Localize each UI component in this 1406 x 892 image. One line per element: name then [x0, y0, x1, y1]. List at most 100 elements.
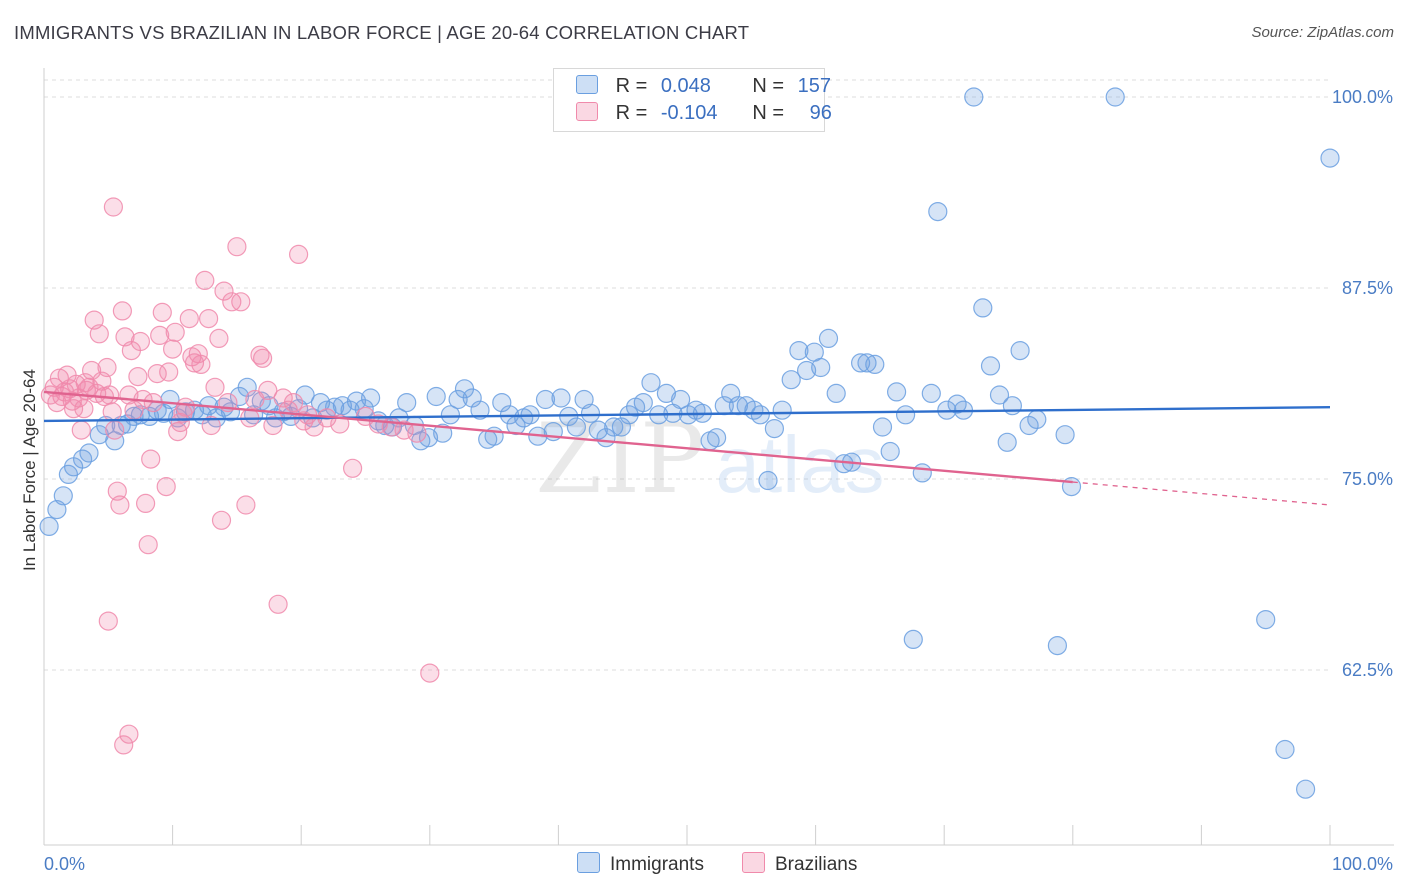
immigrants-point [826, 383, 846, 403]
brazilians-point [102, 402, 122, 422]
brazilians-point [330, 414, 350, 434]
brazilians-point [209, 328, 229, 348]
brazilians-point [114, 735, 134, 755]
legend-item-immigrants[interactable]: Immigrants [577, 852, 704, 876]
immigrants-point [886, 382, 907, 402]
brazilians-point [163, 339, 183, 359]
y-tick-label: 62.5% [1342, 660, 1393, 680]
immigrants-point [928, 202, 948, 222]
immigrants-point [566, 417, 587, 437]
immigrants-point [397, 393, 417, 413]
legend-swatch-immigrants [577, 852, 600, 873]
brazilians-point [110, 495, 130, 515]
brazilians-point [214, 281, 234, 301]
legend-r-value: -0.104 [660, 102, 718, 124]
brazilians-point [205, 377, 225, 397]
immigrants-point [1105, 87, 1125, 107]
legend-item-brazilians[interactable]: Brazilians [742, 852, 857, 876]
brazilians-point [152, 302, 172, 322]
brazilians-point [112, 301, 133, 321]
y-tick-label: 75.0% [1342, 469, 1393, 489]
brazilians-point [156, 477, 176, 497]
brazilians-point [71, 420, 91, 440]
immigrants-point [580, 403, 601, 423]
immigrants-point [811, 357, 831, 378]
y-tick-label: 100.0% [1332, 87, 1393, 107]
legend-r-value: 0.048 [660, 75, 711, 97]
series-legend: Immigrants Brazilians [0, 852, 1406, 878]
brazilians-point [227, 237, 247, 257]
brazilians-trend-extension [1072, 481, 1331, 506]
legend-row-immigrants: R = 0.048 N = 157 [576, 75, 831, 99]
brazilians-point [263, 415, 283, 436]
legend-n-value: 157 [797, 75, 831, 97]
immigrants-point [470, 400, 490, 420]
brazilians-point [98, 611, 118, 631]
immigrants-point [670, 389, 691, 410]
brazilians-point [97, 357, 117, 378]
immigrants-point [361, 388, 381, 408]
immigrants-point [346, 391, 367, 411]
brazilians-point [128, 367, 148, 387]
brazilians-point [199, 309, 219, 329]
brazilians-point [63, 399, 84, 419]
brazilians-point [130, 331, 150, 352]
immigrants-point [796, 360, 817, 381]
immigrants-point [492, 393, 512, 413]
brazilians-point [136, 493, 156, 513]
immigrants-point [53, 486, 73, 506]
immigrants-point [1256, 609, 1276, 630]
brazilians-point [119, 724, 139, 744]
immigrants-point [973, 298, 993, 318]
brazilians-point [103, 197, 124, 217]
brazilians-point [231, 292, 251, 312]
brazilians-point [283, 393, 304, 413]
brazilians-point [250, 345, 270, 365]
immigrants-point [611, 417, 632, 437]
immigrants-point [1027, 409, 1047, 429]
immigrants-point [880, 441, 900, 462]
y-tick-label: 87.5% [1342, 278, 1393, 298]
immigrants-point [865, 354, 885, 374]
immigrants-trend-line [43, 405, 1331, 423]
immigrants-point [1320, 148, 1340, 168]
legend-swatch-brazilians [742, 852, 765, 873]
immigrants-point [440, 405, 460, 425]
brazilians-trend-line [43, 390, 1073, 484]
brazilians-point [407, 423, 427, 443]
immigrants-point [633, 393, 653, 413]
brazilians-point [75, 373, 95, 393]
watermark: ZIP atlas [535, 403, 884, 515]
grid-lines [44, 79, 1330, 671]
immigrants-point [850, 353, 871, 373]
immigrants-point [818, 328, 839, 348]
immigrants-point [433, 423, 453, 443]
x-tick-label: 0.0% [44, 854, 85, 874]
brazilians-points [40, 197, 440, 755]
tick-labels: 62.5% 75.0% 87.5% 100.0% 0.0% 100.0% [44, 87, 1393, 874]
immigrants-point [656, 383, 677, 403]
axes [43, 68, 1394, 846]
immigrants-point [1055, 425, 1075, 445]
brazilians-point [62, 391, 82, 411]
brazilians-point [289, 244, 309, 264]
brazilians-point [273, 388, 293, 408]
brazilians-point [420, 663, 440, 683]
immigrants-point [1047, 635, 1068, 656]
brazilians-point [105, 420, 125, 440]
immigrants-point [418, 428, 439, 448]
immigrants-point [895, 405, 916, 425]
brazilians-point [268, 594, 288, 614]
immigrants-point [872, 417, 893, 437]
immigrants-point [789, 341, 809, 361]
immigrants-point [772, 400, 792, 420]
brazilians-point [150, 325, 170, 345]
brazilians-point [175, 397, 196, 417]
brazilians-point [191, 354, 211, 374]
immigrants-point [448, 389, 468, 410]
immigrants-point [641, 373, 661, 393]
immigrants-point [426, 386, 446, 407]
immigrants-point [912, 463, 932, 483]
brazilians-point [195, 270, 215, 290]
